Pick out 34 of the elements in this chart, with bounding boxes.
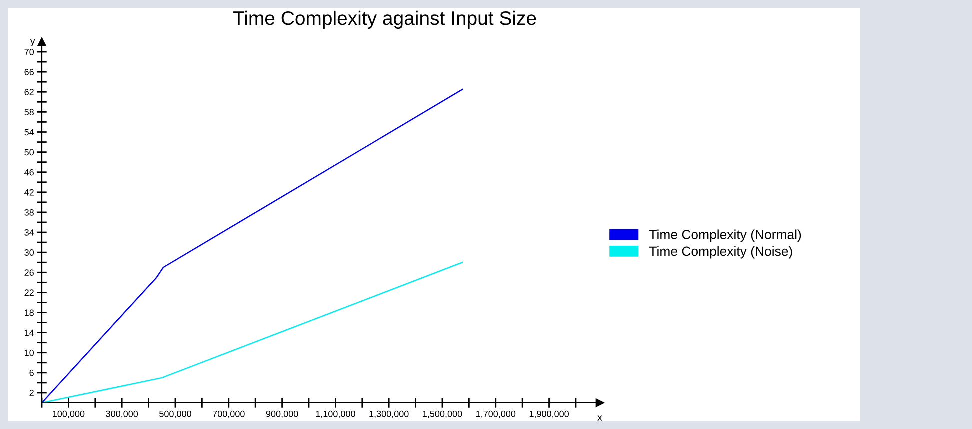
x-tick-label: 1,700,000 xyxy=(476,410,516,418)
x-tick-label: 1,100,000 xyxy=(316,410,356,418)
y-tick-label: 58 xyxy=(24,109,34,116)
x-axis-title: x xyxy=(598,416,602,421)
y-tick-label: 22 xyxy=(24,290,34,296)
line-series xyxy=(42,89,464,403)
x-tick-label: 900,000 xyxy=(266,410,298,418)
y-tick-label: 38 xyxy=(24,209,34,216)
legend-label: Time Complexity (Noise) xyxy=(649,246,792,259)
x-tick-label: 1,900,000 xyxy=(530,410,570,418)
legend-label: Time Complexity (Normal) xyxy=(649,230,802,242)
y-tick-label: 14 xyxy=(25,330,34,336)
y-tick-label: 34 xyxy=(24,229,34,236)
y-tick-label: 66 xyxy=(24,69,34,76)
y-tick-label: 54 xyxy=(24,129,34,136)
y-tick-label: 2 xyxy=(30,390,34,396)
y-tick-label: 46 xyxy=(24,169,34,176)
y-tick-label: 6 xyxy=(30,370,34,376)
x-tick-label: 300,000 xyxy=(106,410,138,418)
y-axis-title: y xyxy=(30,39,36,47)
y-tick-label: 18 xyxy=(25,310,34,316)
x-tick-label: 1,500,000 xyxy=(423,410,462,418)
x-tick-label: 100,000 xyxy=(53,410,85,418)
y-tick-label: 50 xyxy=(24,149,34,156)
y-tick-label: 30 xyxy=(24,250,34,256)
chart-title: Time Complexity against Input Size xyxy=(233,10,536,30)
x-tick-label: 700,000 xyxy=(213,410,245,418)
y-tick-label: 62 xyxy=(24,89,34,96)
y-tick-label: 70 xyxy=(24,48,34,56)
y-tick-label: 26 xyxy=(24,270,34,276)
y-tick-label: 10 xyxy=(25,350,34,356)
x-tick-label: 1,300,000 xyxy=(370,410,409,418)
y-tick-label: 42 xyxy=(24,189,34,196)
x-tick-label: 500,000 xyxy=(160,410,192,418)
